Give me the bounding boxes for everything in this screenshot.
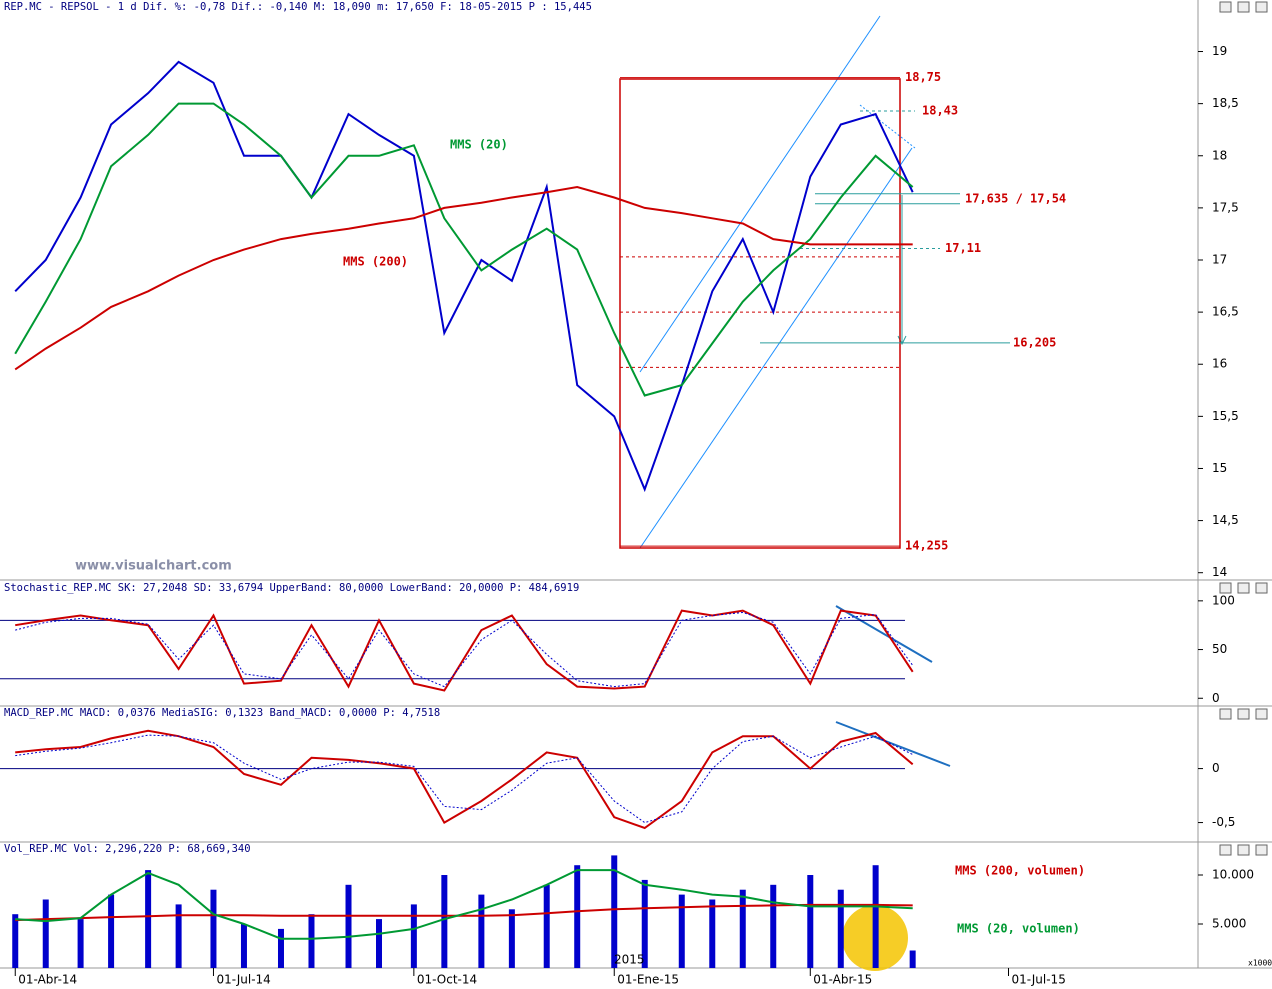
y-tick-label: -0,5 xyxy=(1212,815,1235,829)
panel-title: REP.MC - REPSOL - 1 d Dif. %: -0,78 Dif.… xyxy=(4,1,592,13)
series-line xyxy=(14,185,913,371)
bar xyxy=(345,884,352,968)
y-tick-label: 50 xyxy=(1212,642,1227,656)
bar xyxy=(410,904,417,968)
bar xyxy=(641,879,648,968)
close-button[interactable] xyxy=(1255,582,1268,594)
series-label: MMS (20, volumen) xyxy=(957,922,1080,936)
bar xyxy=(376,919,383,968)
y-tick-label: 14 xyxy=(1212,565,1227,579)
x-tick-label: 01-Oct-14 xyxy=(417,973,477,987)
x-tick-label: 01-Abr-15 xyxy=(813,973,872,987)
x-tick-label: 01-Jul-15 xyxy=(1011,973,1065,987)
panel-title: Stochastic_REP.MC SK: 27,2048 SD: 33,679… xyxy=(4,582,579,594)
close-button[interactable] xyxy=(1255,1,1268,13)
y-tick-label: 18 xyxy=(1212,148,1227,162)
y-tick-label: 10.000 xyxy=(1212,868,1254,882)
bar xyxy=(478,894,485,968)
level-label: 18,75 xyxy=(905,70,941,84)
close-button[interactable] xyxy=(1255,708,1268,720)
maximize-button[interactable] xyxy=(1237,708,1250,720)
series-line xyxy=(15,611,914,688)
x-tick-label: 01-Ene-15 xyxy=(617,973,679,987)
level-label: 17,11 xyxy=(945,241,981,255)
bar xyxy=(77,919,84,968)
minimize-button[interactable] xyxy=(1219,582,1232,594)
panel-title: MACD_REP.MC MACD: 0,0376 MediaSIG: 0,132… xyxy=(4,707,440,719)
panel-title: Vol_REP.MC Vol: 2,296,220 P: 68,669,340 xyxy=(4,843,251,855)
bar xyxy=(807,875,814,968)
y-tick-label: 17 xyxy=(1212,252,1227,266)
y-tick-label: 15,5 xyxy=(1212,409,1239,423)
bar xyxy=(240,924,247,968)
bar xyxy=(611,855,618,968)
series-line xyxy=(15,903,913,922)
unit-label: x1000 xyxy=(1248,959,1272,968)
y-tick-label: 15 xyxy=(1212,461,1227,475)
bar xyxy=(175,904,182,968)
bar xyxy=(678,894,685,968)
y-tick-label: 18,5 xyxy=(1212,96,1239,110)
x-tick-label: 01-Abr-14 xyxy=(18,973,77,987)
bar xyxy=(543,884,550,968)
channel-line xyxy=(639,147,913,549)
close-button[interactable] xyxy=(1255,844,1268,856)
y-tick-label: 0 xyxy=(1212,691,1220,705)
minimize-button[interactable] xyxy=(1219,1,1232,13)
y-tick-label: 16 xyxy=(1212,357,1227,371)
x-tick-label: 01-Jul-14 xyxy=(216,973,270,987)
bar xyxy=(508,909,515,968)
series-line xyxy=(14,102,914,397)
level-label: 18,43 xyxy=(922,103,958,117)
y-tick-label: 100 xyxy=(1212,593,1235,607)
trend-line xyxy=(835,721,951,767)
bar xyxy=(909,950,916,968)
y-tick-label: 17,5 xyxy=(1212,200,1239,214)
year-label: 2015 xyxy=(614,953,645,967)
watermark: www.visualchart.com xyxy=(75,559,232,574)
bar xyxy=(739,889,746,968)
bar xyxy=(12,914,19,968)
y-tick-label: 0 xyxy=(1212,761,1220,775)
bar xyxy=(441,875,448,968)
series-line xyxy=(15,734,913,824)
bar xyxy=(770,884,777,968)
series-line xyxy=(14,60,914,493)
bar xyxy=(210,889,217,968)
window-buttons xyxy=(1219,1,1268,856)
series-line xyxy=(15,729,914,830)
y-tick-label: 5.000 xyxy=(1212,917,1246,931)
bar xyxy=(837,889,844,968)
y-tick-label: 19 xyxy=(1212,44,1227,58)
minimize-button[interactable] xyxy=(1219,708,1232,720)
series-line xyxy=(15,869,913,940)
level-label: 16,205 xyxy=(1013,335,1056,349)
range-box xyxy=(619,78,901,549)
series-line xyxy=(15,609,914,692)
series-label: MMS (200) xyxy=(343,255,408,269)
bar xyxy=(709,899,716,968)
bar xyxy=(574,865,581,968)
level-label: 14,255 xyxy=(905,539,948,553)
bar xyxy=(872,865,879,968)
trend-line xyxy=(835,605,933,663)
bar xyxy=(308,914,315,968)
bar xyxy=(277,928,284,968)
trend-lines xyxy=(639,15,951,767)
maximize-button[interactable] xyxy=(1237,582,1250,594)
bar xyxy=(145,870,152,968)
series-label: MMS (20) xyxy=(450,138,508,152)
maximize-button[interactable] xyxy=(1237,1,1250,13)
y-tick-label: 16,5 xyxy=(1212,305,1239,319)
minimize-button[interactable] xyxy=(1219,844,1232,856)
bar xyxy=(42,899,49,968)
maximize-button[interactable] xyxy=(1237,844,1250,856)
bar xyxy=(108,894,115,968)
level-label: 17,635 / 17,54 xyxy=(965,191,1066,205)
y-tick-label: 14,5 xyxy=(1212,513,1239,527)
series-label: MMS (200, volumen) xyxy=(955,864,1085,878)
channel-line xyxy=(639,15,881,373)
